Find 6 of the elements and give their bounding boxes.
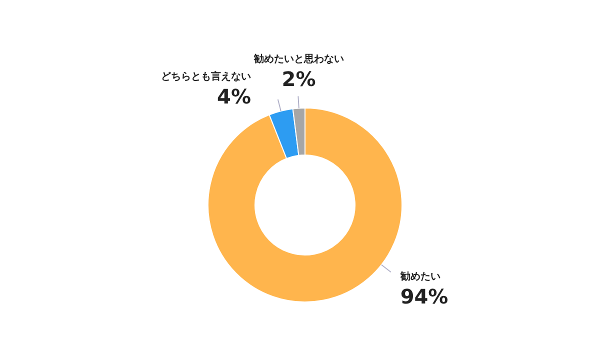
slice-label: 勧めたいと思わない — [252, 53, 344, 66]
slice-label: 勧めたい — [399, 270, 440, 282]
data-label: 94% — [400, 284, 448, 308]
slice-label: どちらとも言えない — [161, 70, 252, 82]
data-label: 4% — [217, 84, 252, 108]
data-label: 2% — [282, 67, 316, 92]
